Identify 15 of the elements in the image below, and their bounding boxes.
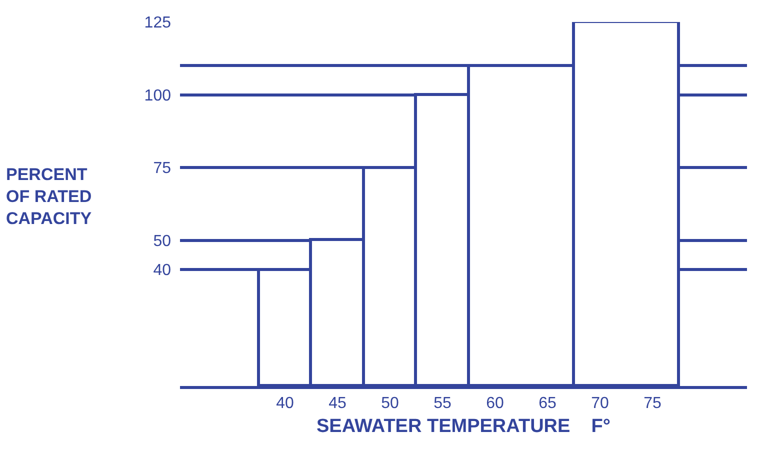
x-tick-label: 70 — [591, 395, 609, 412]
x-tick-label: 50 — [381, 395, 399, 412]
y-tick-label: 75 — [153, 160, 172, 178]
y-tick-label: 50 — [153, 233, 172, 250]
x-tick-label: 45 — [328, 395, 346, 412]
x-tick-label: 65 — [538, 395, 556, 412]
y-axis-title: PERCENT OF RATED CAPACITY — [6, 165, 92, 228]
y-tick-label: 100 — [144, 87, 172, 104]
x-tick-label: 55 — [434, 395, 452, 412]
x-tick-label: 75 — [644, 395, 662, 412]
x-axis-title: SEAWATER TEMPERATURE F° — [316, 416, 611, 437]
y-tick-label: 125 — [144, 14, 172, 32]
x-tick-label: 40 — [276, 395, 294, 412]
x-tick-label: 60 — [486, 395, 504, 412]
y-tick-label: 40 — [153, 262, 172, 280]
